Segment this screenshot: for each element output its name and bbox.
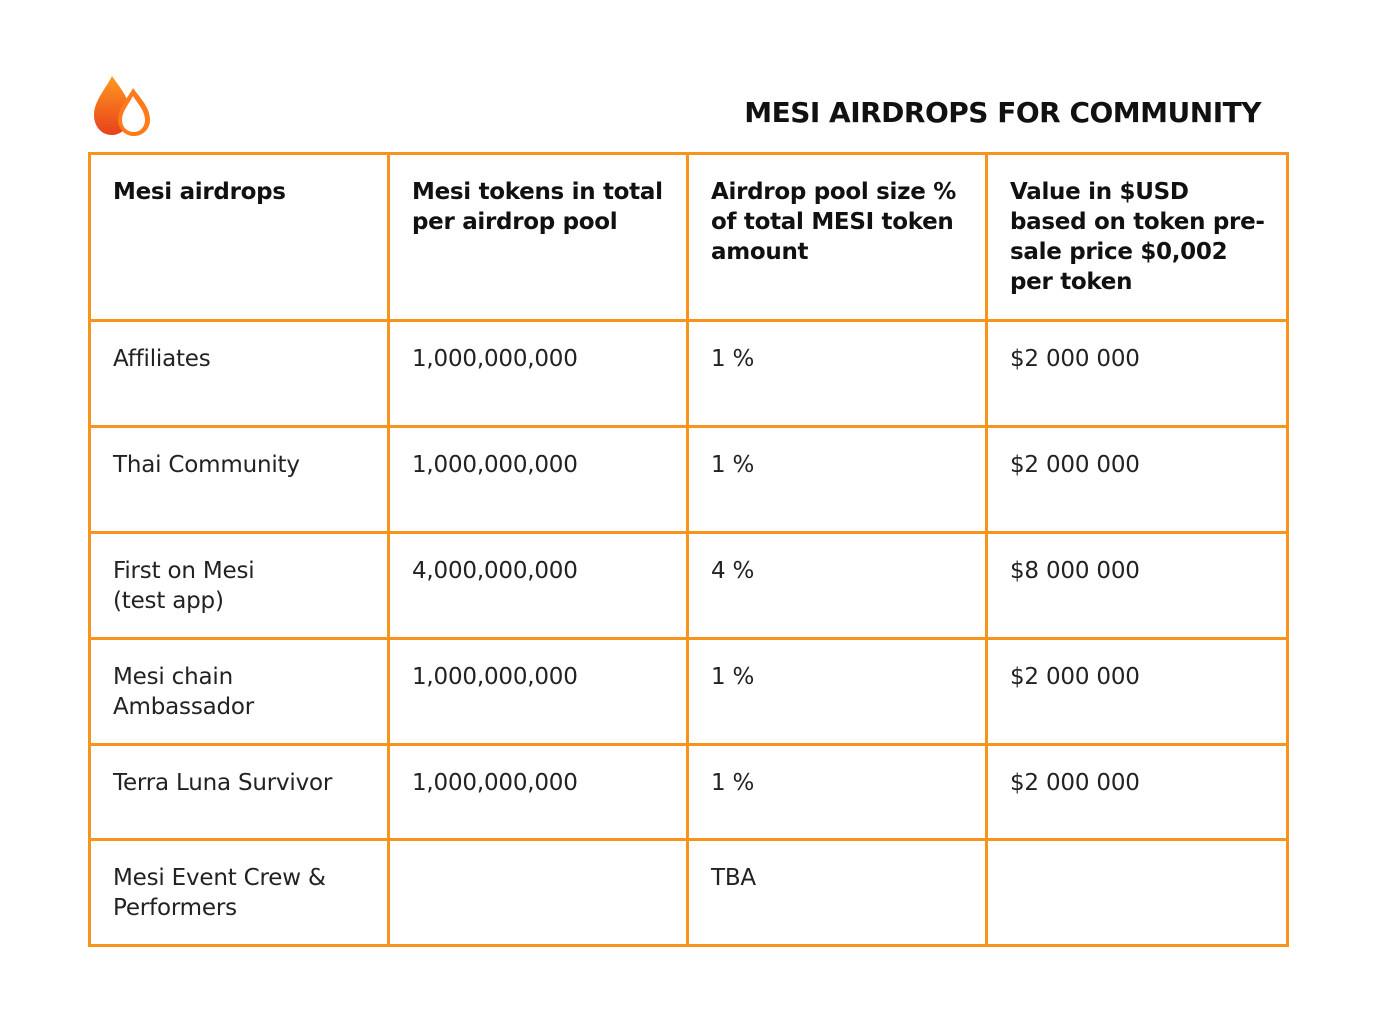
column-header-value: Value in $USD based on token pre-sale pr… bbox=[985, 152, 1289, 322]
cell-value bbox=[985, 838, 1289, 947]
column-header-tokens: Mesi tokens in total per airdrop pool bbox=[387, 152, 689, 322]
column-header-airdrops: Mesi airdrops bbox=[88, 152, 390, 322]
table-row: Affiliates 1,000,000,000 1 % $2 000 000 bbox=[88, 319, 1289, 428]
table-row: Mesi chain Ambassador 1,000,000,000 1 % … bbox=[88, 637, 1289, 746]
page-title: MESI AIRDROPS FOR COMMUNITY bbox=[744, 96, 1261, 129]
cell-value: $2 000 000 bbox=[985, 319, 1289, 428]
cell-tokens: 1,000,000,000 bbox=[387, 319, 689, 428]
cell-tokens: 4,000,000,000 bbox=[387, 531, 689, 640]
cell-percent: 4 % bbox=[686, 531, 988, 640]
table-header-row: Mesi airdrops Mesi tokens in total per a… bbox=[88, 152, 1289, 322]
cell-airdrop-name: Affiliates bbox=[88, 319, 390, 428]
airdrops-table: Mesi airdrops Mesi tokens in total per a… bbox=[88, 152, 1289, 947]
cell-airdrop-name: Mesi chain Ambassador bbox=[88, 637, 390, 746]
table-row: Mesi Event Crew & Performers TBA bbox=[88, 838, 1289, 947]
cell-airdrop-name: First on Mesi (test app) bbox=[88, 531, 390, 640]
cell-percent: 1 % bbox=[686, 743, 988, 841]
cell-airdrop-name: Thai Community bbox=[88, 425, 390, 534]
cell-tokens: 1,000,000,000 bbox=[387, 425, 689, 534]
flame-drop-logo-icon bbox=[92, 74, 154, 138]
cell-tokens bbox=[387, 838, 689, 947]
cell-percent: 1 % bbox=[686, 425, 988, 534]
table-row: Thai Community 1,000,000,000 1 % $2 000 … bbox=[88, 425, 1289, 534]
cell-percent: 1 % bbox=[686, 637, 988, 746]
cell-airdrop-name: Terra Luna Survivor bbox=[88, 743, 390, 841]
cell-percent: 1 % bbox=[686, 319, 988, 428]
table-row: Terra Luna Survivor 1,000,000,000 1 % $2… bbox=[88, 743, 1289, 841]
cell-airdrop-name: Mesi Event Crew & Performers bbox=[88, 838, 390, 947]
table-row: First on Mesi (test app) 4,000,000,000 4… bbox=[88, 531, 1289, 640]
cell-value: $2 000 000 bbox=[985, 743, 1289, 841]
cell-tokens: 1,000,000,000 bbox=[387, 637, 689, 746]
cell-value: $8 000 000 bbox=[985, 531, 1289, 640]
cell-value: $2 000 000 bbox=[985, 637, 1289, 746]
cell-percent: TBA bbox=[686, 838, 988, 947]
cell-tokens: 1,000,000,000 bbox=[387, 743, 689, 841]
column-header-percent: Airdrop pool size % of total MESI token … bbox=[686, 152, 988, 322]
cell-value: $2 000 000 bbox=[985, 425, 1289, 534]
